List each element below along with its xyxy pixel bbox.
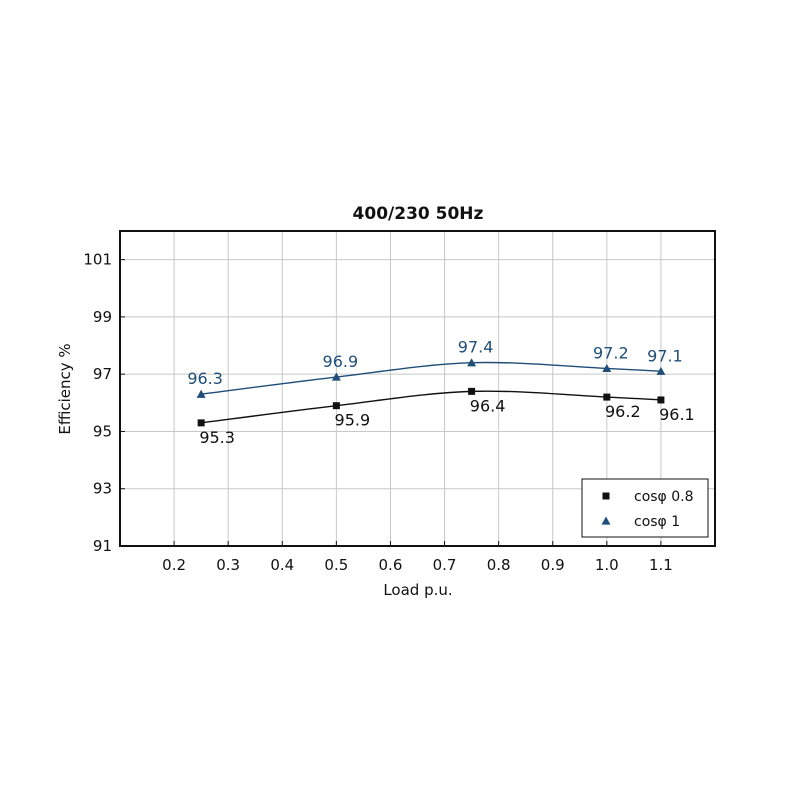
x-tick-label: 0.5: [324, 556, 348, 574]
data-label: 96.2: [605, 402, 641, 421]
x-axis-label: Load p.u.: [383, 581, 452, 599]
chart-title: 400/230 50Hz: [353, 204, 484, 224]
y-tick-label: 101: [83, 251, 112, 269]
legend-marker: [601, 516, 611, 525]
data-label: 95.9: [335, 411, 371, 430]
legend-box: [581, 478, 709, 538]
x-tick-label: 0.7: [433, 556, 457, 574]
x-tick-label: 0.6: [379, 556, 403, 574]
data-point: [331, 372, 341, 381]
y-axis-label: Efficiency %: [56, 343, 74, 434]
data-label: 97.2: [593, 343, 629, 362]
data-point: [468, 387, 476, 395]
y-tick-label: 99: [93, 308, 112, 326]
x-tick-label: 0.3: [216, 556, 240, 574]
data-label: 96.9: [323, 352, 359, 371]
series-layer: 95.3 95.9 96.4 96.2 96.1 96.3 96.9 97.4 97.2 97.1: [187, 338, 694, 447]
y-tick-label: 97: [93, 365, 112, 383]
y-tick-label: 95: [93, 422, 112, 440]
data-point: [603, 393, 611, 401]
plot-frame: [119, 230, 716, 547]
x-tick-label: 0.4: [270, 556, 294, 574]
legend: cosφ 0.8 cosφ 1: [581, 478, 709, 538]
data-point: [197, 419, 205, 427]
data-point: [657, 396, 665, 404]
data-point: [332, 402, 340, 410]
data-label: 96.4: [470, 396, 506, 415]
data-point: [602, 363, 612, 373]
y-tick-label: 91: [93, 537, 112, 555]
data-label: 96.1: [659, 405, 695, 424]
series-1: 95.3 95.9 96.4 96.2 96.1: [197, 387, 695, 447]
legend-entry: cosφ 0.8: [634, 489, 694, 505]
series-2: 96.3 96.9 97.4 97.2 97.1: [187, 338, 683, 398]
data-label: 97.4: [458, 338, 494, 357]
series-line: [201, 361, 661, 395]
x-tick-label: 0.8: [487, 556, 511, 574]
frame-layer: [119, 230, 716, 547]
series-line: [201, 390, 661, 424]
x-tick-label: 0.9: [541, 556, 565, 574]
ticks-layer: 0.2 0.3 0.4 0.5 0.6 0.7 0.8 0.9 1.0 1.1 91 93 95 97 99…: [83, 251, 672, 574]
x-tick-label: 0.2: [162, 556, 186, 574]
y-tick-label: 93: [93, 480, 112, 498]
data-label: 97.1: [647, 346, 683, 365]
data-point: [196, 389, 206, 398]
data-label: 95.3: [199, 428, 235, 447]
data-point: [656, 366, 666, 375]
x-tick-label: 1.0: [595, 556, 619, 574]
legend-entry: cosφ 1: [634, 514, 680, 530]
legend-marker: [602, 492, 610, 500]
data-point: [467, 358, 477, 367]
data-label: 96.3: [187, 369, 223, 388]
x-tick-label: 1.1: [649, 556, 673, 574]
